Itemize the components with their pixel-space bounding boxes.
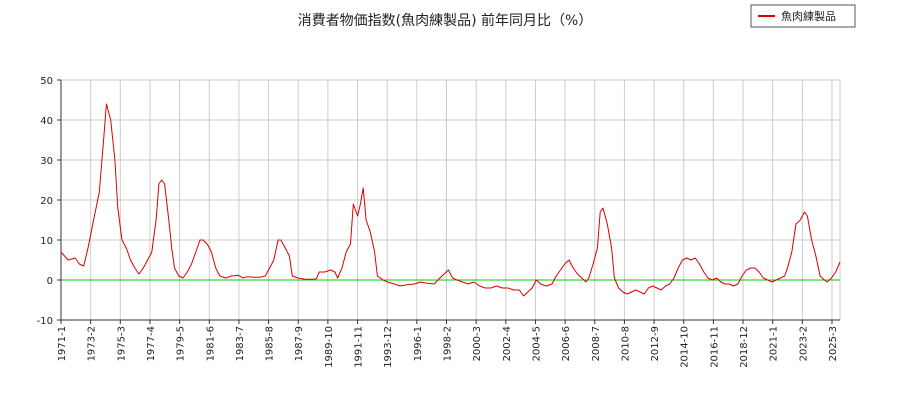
x-tick-label: 2023-2 xyxy=(798,326,809,361)
x-tick-label: 2000-3 xyxy=(472,326,483,361)
x-tick-label: 2012-9 xyxy=(650,326,661,361)
x-tick-label: 2010-8 xyxy=(620,326,631,361)
y-tick-label: 0 xyxy=(47,276,53,287)
x-tick-label: 1996-1 xyxy=(413,326,424,361)
x-tick-label: 2008-7 xyxy=(591,326,602,361)
x-tick-label: 1989-10 xyxy=(324,326,335,368)
x-tick-label: 2021-1 xyxy=(769,326,780,361)
x-tick-label: 1983-7 xyxy=(235,326,246,361)
grid xyxy=(60,79,841,321)
legend-label-fish-paste: 魚肉練製品 xyxy=(781,9,836,23)
x-tick-label: 1991-11 xyxy=(354,326,365,368)
y-tick-label: 40 xyxy=(40,116,53,127)
series-line-fish-paste xyxy=(60,103,841,297)
x-tick-label: 1979-5 xyxy=(176,326,187,361)
x-tick-label: 1985-8 xyxy=(265,326,276,361)
chart-title: 消費者物価指数(魚肉練製品) 前年同月比（%） xyxy=(298,12,593,29)
x-tick-label: 2016-11 xyxy=(709,326,720,368)
y-tick-label: 10 xyxy=(40,236,53,247)
x-tick-label: 1975-3 xyxy=(116,326,127,361)
x-tick-label: 1973-2 xyxy=(87,326,98,361)
x-tick-label: 1981-6 xyxy=(205,326,216,361)
x-tick-label: 2004-5 xyxy=(531,326,542,361)
axes: -10 0 10 20 30 40 50 1971-1 1973-2 1975-3 1977-4 19… xyxy=(37,76,840,368)
legend-box xyxy=(750,4,856,28)
y-tick-label: 30 xyxy=(40,156,53,167)
y-tick-label: 20 xyxy=(40,196,53,207)
x-tick-label: 1987-9 xyxy=(294,326,305,361)
x-tick-label: 2014-10 xyxy=(680,326,691,368)
x-tick-label: 1977-4 xyxy=(146,326,157,361)
y-tick-label: 50 xyxy=(40,76,53,87)
x-tick-label: 2002-4 xyxy=(502,326,513,361)
x-tick-label: 1971-1 xyxy=(57,326,68,361)
x-tick-label: 2025-3 xyxy=(828,326,839,361)
y-tick-label: -10 xyxy=(37,316,53,327)
legend: 魚肉練製品 xyxy=(750,4,856,28)
series-layer xyxy=(60,103,841,297)
x-tick-label: 2018-12 xyxy=(739,326,750,368)
x-tick-label: 1998-2 xyxy=(443,326,454,361)
x-tick-label: 2006-6 xyxy=(561,326,572,361)
x-tick-label: 1993-12 xyxy=(383,326,394,368)
